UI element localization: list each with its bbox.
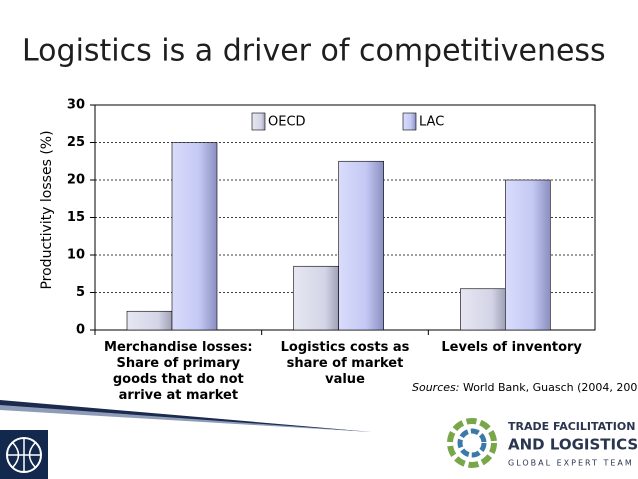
y-tick-label: 20 — [67, 173, 85, 188]
legend-label: OECD — [268, 115, 306, 130]
x-tick-label: Merchandise losses: Share of primary goo… — [104, 340, 253, 403]
y-axis-label: Productivity losses (%) — [39, 130, 55, 289]
x-tick-label: Levels of inventory — [441, 340, 582, 355]
legend-swatch — [251, 112, 266, 131]
bar — [126, 310, 173, 331]
y-tick-label: 25 — [67, 135, 85, 150]
bar — [460, 288, 506, 331]
y-tick-label: 5 — [76, 285, 85, 300]
source-prefix: Sources: — [412, 381, 459, 394]
decor-line — [0, 405, 372, 432]
decor-line — [0, 400, 372, 432]
source: Sources: World Bank, Guasch (2004, 2008) — [412, 381, 638, 394]
source-text: World Bank, Guasch (2004, 2008) — [463, 381, 638, 394]
bar — [293, 265, 339, 331]
y-tick-label: 15 — [67, 210, 85, 225]
bar — [338, 160, 384, 331]
world-bank-logo-mark — [7, 438, 41, 472]
slide-title: Logistics is a driver of competitiveness — [22, 34, 606, 69]
bar — [171, 142, 218, 331]
bar — [505, 179, 551, 331]
tfl-logo — [457, 428, 487, 458]
logo-text: AND LOGISTICS — [508, 436, 638, 454]
legend-swatch — [402, 112, 417, 131]
logo-text: TRADE FACILITATION — [508, 420, 635, 433]
x-tick-label: Logistics costs as share of market value — [280, 340, 410, 387]
legend-label: LAC — [419, 115, 444, 130]
y-tick-label: 10 — [67, 248, 85, 263]
logo-text: GLOBAL EXPERT TEAM — [508, 459, 634, 468]
tfl-logo — [447, 418, 497, 468]
y-tick-label: 0 — [76, 323, 85, 338]
y-tick-label: 30 — [67, 98, 85, 113]
